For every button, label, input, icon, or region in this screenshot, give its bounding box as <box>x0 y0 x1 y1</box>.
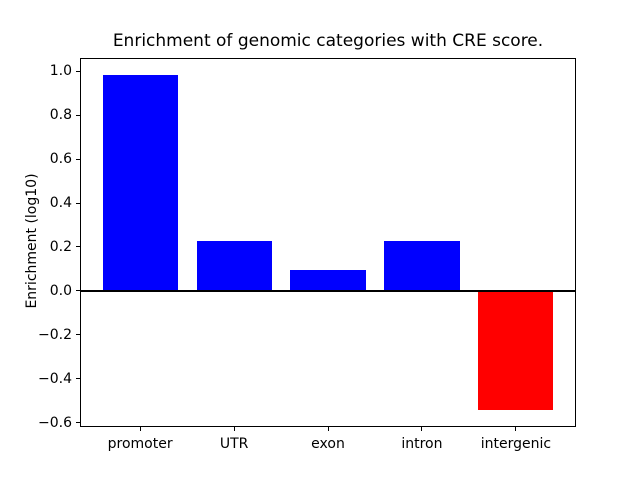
y-tick-label: −0.2 <box>38 326 72 343</box>
y-tick-mark <box>76 158 80 160</box>
x-tick-mark <box>233 427 235 431</box>
y-tick-mark <box>76 422 80 424</box>
bar-promoter <box>102 74 178 291</box>
bar-exon <box>290 270 366 291</box>
y-tick-mark <box>76 114 80 116</box>
chart-title: Enrichment of genomic categories with CR… <box>112 31 544 51</box>
bar-UTR <box>196 241 272 291</box>
bar-intron <box>384 241 460 291</box>
y-tick-label: −0.4 <box>38 370 72 387</box>
zero-line <box>80 289 576 292</box>
y-tick-mark <box>76 334 80 336</box>
bar-intergenic <box>478 290 554 411</box>
y-tick-label: 0.6 <box>49 151 72 167</box>
x-tick-mark <box>139 427 141 431</box>
y-tick-label: 0.8 <box>49 107 72 124</box>
x-tick-mark <box>327 427 329 431</box>
y-tick-label: 1.0 <box>49 63 72 80</box>
y-tick-label: −0.6 <box>38 414 72 431</box>
plot-area <box>80 58 576 427</box>
x-tick-label-promoter: promoter <box>107 436 173 452</box>
x-tick-label-UTR: UTR <box>219 436 249 452</box>
y-tick-mark <box>76 290 80 292</box>
y-tick-label: 0.2 <box>49 238 72 255</box>
y-tick-mark <box>76 70 80 72</box>
y-tick-label: 0.0 <box>49 282 72 299</box>
x-tick-label-exon: exon <box>311 436 345 452</box>
y-tick-mark <box>76 378 80 380</box>
x-tick-mark <box>421 427 423 431</box>
x-tick-mark <box>515 427 517 431</box>
y-tick-label: 0.4 <box>49 195 72 211</box>
x-tick-label-intergenic: intergenic <box>480 436 552 452</box>
y-tick-mark <box>76 246 80 248</box>
y-tick-mark <box>76 202 80 204</box>
x-tick-label-intron: intron <box>401 436 443 452</box>
